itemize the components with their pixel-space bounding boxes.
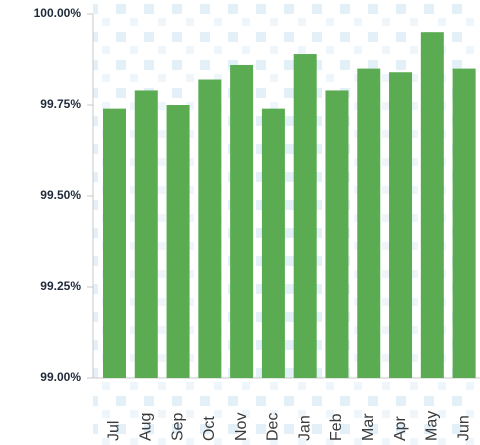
x-tick-label: May [424, 411, 441, 441]
bar [325, 90, 349, 378]
x-tick-label: Jun [455, 415, 472, 441]
bar [134, 90, 158, 378]
x-tick-label: Jul [106, 421, 123, 441]
x-tick-label: Oct [201, 416, 218, 441]
bar [452, 68, 476, 378]
bar [102, 108, 126, 378]
bar [420, 32, 444, 378]
y-tick-label: 100.00% [34, 6, 82, 20]
x-tick-label: Dec [265, 413, 282, 441]
bar [230, 64, 254, 379]
x-tick-label: Feb [328, 413, 345, 441]
x-tick-label: Mar [360, 413, 377, 441]
bar [357, 68, 381, 378]
x-tick-label: Nov [233, 413, 250, 441]
bar [389, 72, 413, 379]
bar [293, 54, 317, 378]
y-tick-label: 99.25% [40, 279, 81, 293]
x-tick-label: Sep [169, 412, 186, 441]
y-tick-label: 99.75% [40, 97, 81, 111]
bar [261, 108, 285, 378]
x-tick-label: Apr [392, 415, 409, 441]
x-tick-label: Jan [296, 415, 313, 441]
bar [166, 105, 190, 378]
bar [198, 79, 222, 379]
y-tick-label: 99.50% [40, 188, 81, 202]
x-tick-label: Aug [137, 413, 154, 441]
y-tick-label: 99.00% [40, 370, 81, 384]
